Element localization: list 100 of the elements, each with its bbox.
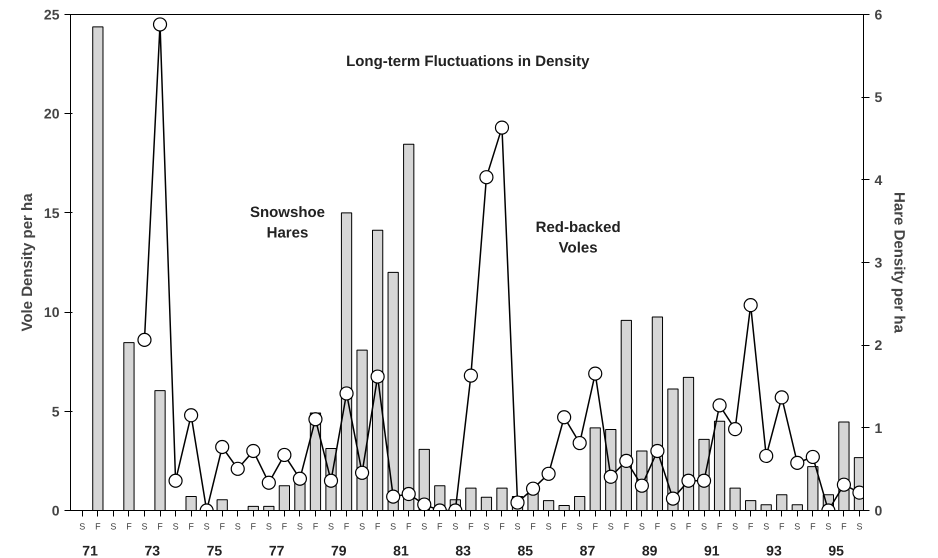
x-tick-label: F <box>95 522 102 532</box>
x-tick-label: F <box>716 522 723 532</box>
x-tick-label: F <box>157 522 164 532</box>
x-tick-label: S <box>638 522 645 532</box>
x-tick-label: S <box>141 522 148 532</box>
text: 91 <box>704 542 720 558</box>
point <box>526 482 540 496</box>
y-tick-label: 25 <box>44 6 60 22</box>
point <box>324 474 338 488</box>
x-tick-label: F <box>312 522 319 532</box>
x-tick-label: S <box>670 522 676 532</box>
y-tick-label: 15 <box>44 204 60 221</box>
x-tick-label: F <box>592 522 598 532</box>
x-tick-label: F <box>530 522 536 532</box>
point <box>308 412 323 426</box>
x-tick-label: S <box>483 522 490 532</box>
x-tick-label: S <box>421 522 428 532</box>
x-tick-label: S <box>452 522 458 532</box>
y2-tick-label: 2 <box>874 337 882 354</box>
y-axis-title: Vole Density per ha <box>18 192 36 332</box>
y-tick-label: 5 <box>52 403 60 420</box>
x-tick-label: F <box>219 522 226 532</box>
x-tick-label: F <box>686 522 692 532</box>
point <box>339 386 354 401</box>
text: 77 <box>268 542 285 558</box>
x-tick-label: S <box>204 522 210 532</box>
x-tick-label: F <box>250 522 257 532</box>
x-tick-label: F <box>188 522 194 532</box>
x-tick-label: F <box>654 522 661 532</box>
point <box>634 478 649 493</box>
x-tick-label: S <box>234 522 241 532</box>
point <box>681 474 696 488</box>
point <box>354 466 370 480</box>
point <box>650 444 664 458</box>
x-tick-label: S <box>390 522 396 532</box>
point <box>836 478 852 492</box>
text: Long-term Fluctuations in Density <box>346 53 590 70</box>
x-tick-label: F <box>374 522 381 532</box>
y2-axis-title: Hare Density per ha <box>890 192 908 334</box>
y2-tick-label: 0 <box>874 502 882 518</box>
x-tick-label: F <box>778 522 785 532</box>
x-tick-label: S <box>172 522 179 532</box>
text: 95 <box>828 542 844 558</box>
x-tick-label: S <box>296 522 303 532</box>
annotation: Red-backed Voles <box>536 219 621 256</box>
x-tick-label: S <box>266 522 272 532</box>
x-tick-label: S <box>576 522 583 532</box>
x-tick-label: F <box>126 522 132 532</box>
x-tick-label: F <box>468 522 474 532</box>
y2-tick-label: 1 <box>874 420 882 436</box>
point <box>696 474 712 488</box>
text: 81 <box>393 542 409 558</box>
text: 75 <box>206 542 222 558</box>
point <box>370 369 385 384</box>
x-tick-label: F <box>282 522 288 532</box>
x-tick-label: S <box>514 522 521 532</box>
text: 71 <box>82 542 98 558</box>
y2-tick-label: 5 <box>874 89 882 106</box>
point <box>666 492 680 506</box>
x-tick-label: F <box>406 522 412 532</box>
x-tick-label: S <box>359 522 366 532</box>
x-tick-label: S <box>856 522 862 532</box>
point <box>246 444 260 458</box>
x-tick-label: F <box>841 522 848 532</box>
text: 79 <box>330 542 347 558</box>
point <box>417 497 432 510</box>
y-tick-label: 20 <box>44 106 60 122</box>
y2-tick-label: 6 <box>874 6 882 22</box>
x-tick-label: F <box>344 522 350 532</box>
x-tick-label: S <box>110 522 116 532</box>
point <box>402 486 416 502</box>
x-tick-label: S <box>701 522 708 532</box>
point <box>292 472 308 486</box>
annotation: Snowshoe Hares <box>250 204 325 242</box>
x-tick-label: F <box>499 522 506 532</box>
x-tick-label: S <box>546 522 552 532</box>
point <box>619 454 634 468</box>
text: 83 <box>455 542 472 558</box>
point <box>604 470 618 484</box>
x-tick-label: S <box>825 522 832 532</box>
x-tick-label: F <box>748 522 754 532</box>
point <box>386 490 400 504</box>
x-tick-label: S <box>732 522 738 532</box>
y2-tick-label: 4 <box>874 172 882 188</box>
x-tick-label: S <box>79 522 86 532</box>
x-tick-label: F <box>437 522 444 532</box>
text: 87 <box>580 542 596 558</box>
y-tick-label: 10 <box>44 304 60 320</box>
y2-tick-label: 3 <box>874 254 882 270</box>
x-tick-label: S <box>763 522 770 532</box>
text: 89 <box>642 542 658 558</box>
x-tick-label: S <box>608 522 614 532</box>
x-tick-label: S <box>794 522 800 532</box>
text: 73 <box>144 542 160 558</box>
text: 93 <box>766 542 782 558</box>
text: 85 <box>518 542 534 558</box>
x-tick-label: F <box>624 522 630 532</box>
x-tick-label: S <box>328 522 334 532</box>
x-tick-label: F <box>810 522 816 532</box>
y-tick-label: 0 <box>52 502 60 518</box>
